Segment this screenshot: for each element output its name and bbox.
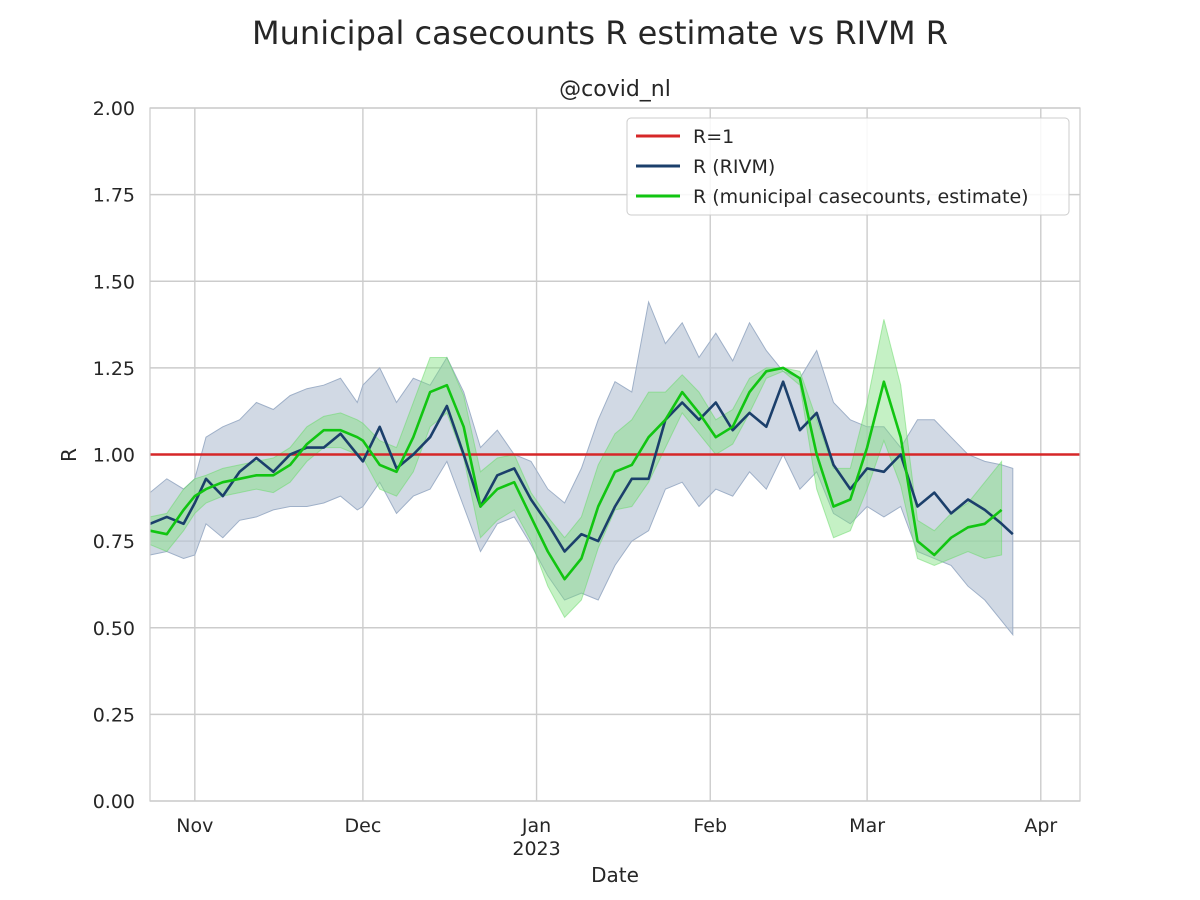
- y-tick-label: 0.50: [93, 618, 135, 640]
- legend-label-municipal: R (municipal casecounts, estimate): [693, 186, 1029, 208]
- series-lines: [149, 366, 1080, 581]
- y-tick-label: 1.00: [93, 445, 135, 467]
- x-tick-sublabel: 2023: [512, 838, 560, 860]
- y-axis-label: R: [57, 448, 81, 462]
- y-tick-label: 0.75: [93, 531, 135, 553]
- plot-frame: [149, 107, 1081, 802]
- y-axis-ticks: 0.00 0.25 0.50 0.75 1.00 1.25 1.50 1.75 2.00: [93, 98, 135, 813]
- y-tick-label: 1.75: [93, 185, 135, 207]
- legend-label-r1: R=1: [693, 126, 734, 148]
- confidence-bands: [149, 300, 1014, 637]
- y-tick-label: 0.25: [93, 704, 135, 726]
- x-tick-label: Nov: [176, 815, 213, 837]
- x-tick-label: Dec: [345, 815, 382, 837]
- legend-label-rivm: R (RIVM): [693, 156, 775, 178]
- x-tick-label: Jan: [521, 815, 551, 837]
- y-tick-label: 1.50: [93, 271, 135, 293]
- legend-box: [626, 117, 1070, 216]
- x-tick-label: Mar: [849, 815, 885, 837]
- rivm-confidence-band: [149, 300, 1014, 637]
- legend: R=1 R (RIVM) R (municipal casecounts, es…: [626, 117, 1070, 216]
- chart-title: Municipal casecounts R estimate vs RIVM …: [252, 14, 948, 52]
- municipal-line: [149, 366, 1003, 581]
- chart-subtitle: @covid_nl: [559, 77, 671, 102]
- y-tick-label: 0.00: [93, 791, 135, 813]
- x-axis-label: Date: [591, 863, 639, 887]
- y-tick-label: 1.25: [93, 358, 135, 380]
- x-tick-label: Apr: [1024, 815, 1057, 837]
- municipal-confidence-band: [149, 319, 1003, 619]
- x-tick-label: Feb: [693, 815, 727, 837]
- y-tick-label: 2.00: [93, 98, 135, 120]
- rivm-line: [149, 380, 1014, 553]
